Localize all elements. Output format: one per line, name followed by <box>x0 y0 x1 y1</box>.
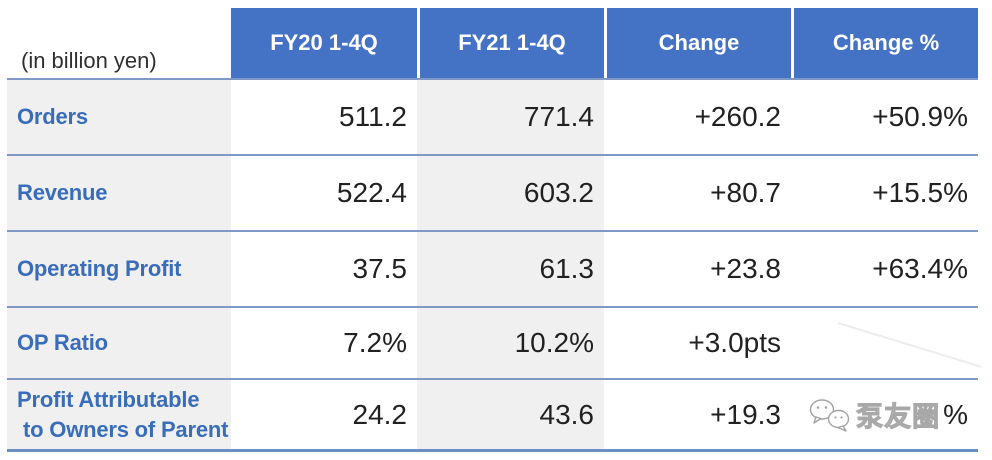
op-ratio-change-value: +3.0pts <box>604 306 791 378</box>
orders-fy21-value: 771.4 <box>417 78 604 154</box>
watermark-text: 泵友圈 <box>856 402 941 433</box>
financial-results-table: (in billion yen) FY20 1-4Q FY21 1-4Q Cha… <box>7 8 978 452</box>
op-ratio-change-pct-value <box>791 306 978 378</box>
row-label-profit-attributable-text: Profit Attributable to Owners of Parent <box>17 386 229 442</box>
row-label-revenue: Revenue <box>7 154 231 230</box>
profit-change-pct-visible: % <box>943 398 968 430</box>
op-ratio-fy20-value: 7.2% <box>231 306 417 378</box>
unit-note: (in billion yen) <box>7 8 231 78</box>
operating-profit-change-pct-value: +63.4% <box>791 230 978 306</box>
operating-profit-change-value: +23.8 <box>604 230 791 306</box>
col-header-fy21: FY21 1-4Q <box>417 8 604 78</box>
row-label-profit-attributable: Profit Attributable to Owners of Parent <box>7 378 231 452</box>
revenue-change-pct-value: +15.5% <box>791 154 978 230</box>
orders-fy20-value: 511.2 <box>231 78 417 154</box>
col-header-change-pct: Change % <box>791 8 978 78</box>
profit-fy21-value: 43.6 <box>417 378 604 452</box>
operating-profit-fy21-value: 61.3 <box>417 230 604 306</box>
profit-change-pct-cell: 泵友圈 % <box>791 378 978 452</box>
profit-fy20-value: 24.2 <box>231 378 417 452</box>
wechat-icon <box>809 398 850 432</box>
operating-profit-fy20-value: 37.5 <box>231 230 417 306</box>
orders-change-pct-value: +50.9% <box>791 78 978 154</box>
revenue-fy20-value: 522.4 <box>231 154 417 230</box>
watermark: 泵友圈 <box>807 395 940 434</box>
orders-change-value: +260.2 <box>604 78 791 154</box>
row-label-op-ratio: OP Ratio <box>7 306 231 378</box>
profit-change-value: +19.3 <box>604 378 791 452</box>
col-header-fy20: FY20 1-4Q <box>231 8 417 78</box>
op-ratio-fy21-value: 10.2% <box>417 306 604 378</box>
row-label-operating-profit: Operating Profit <box>7 230 231 306</box>
row-label-orders: Orders <box>7 78 231 154</box>
revenue-change-value: +80.7 <box>604 154 791 230</box>
revenue-fy21-value: 603.2 <box>417 154 604 230</box>
col-header-change: Change <box>604 8 791 78</box>
